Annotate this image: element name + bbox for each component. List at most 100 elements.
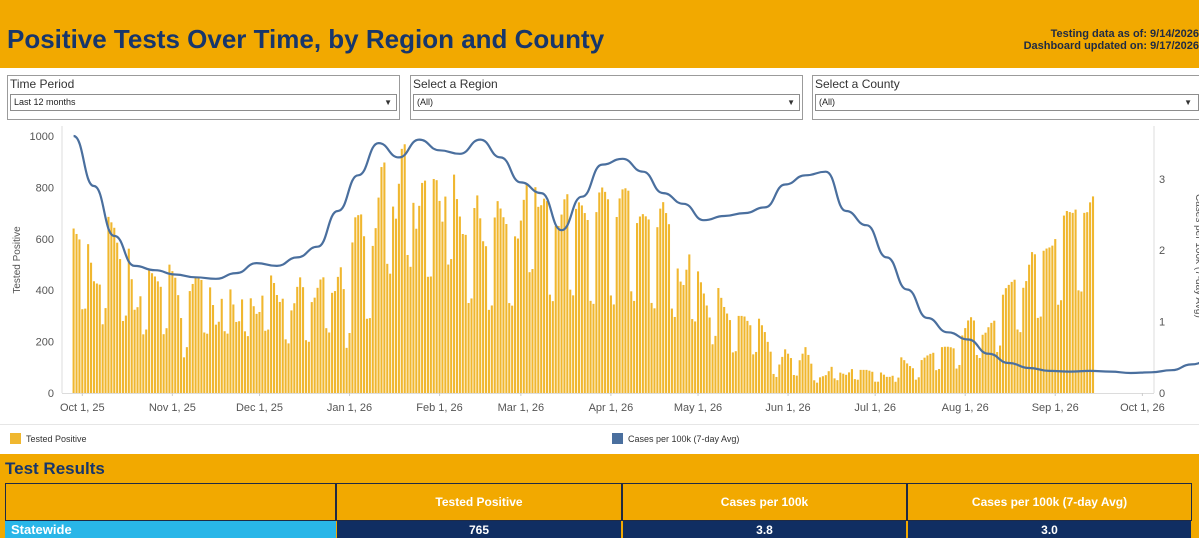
tested-positive-bar: [249, 298, 252, 393]
tested-positive-bar: [877, 381, 880, 393]
tested-positive-bar: [386, 263, 389, 393]
tested-positive-bar: [592, 303, 595, 393]
tested-positive-bar: [589, 300, 592, 393]
tested-positive-bar: [1013, 279, 1016, 393]
tested-positive-bar: [511, 305, 514, 393]
tested-positive-bar: [885, 376, 888, 393]
tested-positive-bar: [659, 208, 662, 393]
chevron-down-icon: ▼: [1184, 98, 1192, 107]
tested-positive-bar: [702, 293, 705, 393]
tested-positive-bar: [220, 298, 223, 393]
tested-positive-bar: [203, 332, 206, 393]
legend-line[interactable]: Cases per 100k (7-day Avg): [612, 433, 739, 444]
tested-positive-bar: [827, 371, 830, 393]
tested-positive-bar: [426, 276, 429, 393]
tested-positive-bar: [752, 354, 755, 393]
tested-positive-bar: [211, 305, 215, 393]
tested-positive-bar: [1033, 254, 1036, 393]
tested-positive-bar: [267, 329, 270, 393]
tested-positive-bar: [168, 264, 171, 393]
tested-positive-bar: [365, 318, 368, 393]
county-dropdown[interactable]: (All) ▼: [815, 94, 1199, 111]
tested-positive-bar: [699, 282, 702, 393]
tested-positive-bar: [691, 319, 694, 393]
column-header-cases-7day: Cases per 100k (7-day Avg): [907, 483, 1192, 521]
tested-positive-bar: [1019, 332, 1022, 393]
tested-positive-bar: [409, 266, 412, 393]
time-period-label: Time Period: [10, 77, 75, 91]
tested-positive-bar: [348, 333, 351, 393]
tested-positive-bar: [737, 315, 740, 393]
tested-positive-bar: [145, 329, 148, 393]
legend: Tested Positive Cases per 100k (7-day Av…: [0, 424, 1199, 454]
tested-positive-bar: [696, 271, 700, 393]
tested-positive-bar: [760, 325, 763, 393]
tested-positive-bar: [964, 328, 967, 393]
tested-positive-bar: [302, 287, 305, 393]
tested-positive-bar: [882, 374, 885, 393]
tested-positive-bar: [528, 272, 531, 393]
tested-positive-bar: [900, 357, 903, 393]
column-header-tested-positive: Tested Positive: [336, 483, 622, 521]
tested-positive-bar: [612, 304, 615, 393]
tested-positive-bar: [978, 357, 981, 393]
tested-positive-bar: [432, 178, 435, 393]
tested-positive-bar: [993, 320, 996, 393]
time-period-dropdown[interactable]: Last 12 months ▼: [10, 94, 397, 111]
tested-positive-bar: [749, 325, 752, 393]
tested-positive-bar: [975, 354, 978, 393]
tested-positive-bar: [296, 286, 299, 393]
tested-positive-bar: [604, 191, 607, 393]
tested-positive-bar: [1048, 247, 1051, 393]
tested-positive-bar: [1016, 329, 1019, 393]
tested-positive-bar: [142, 334, 145, 393]
tested-positive-bar: [1091, 196, 1095, 393]
tested-positive-bar: [130, 279, 133, 393]
tested-positive-bar: [310, 302, 313, 393]
tested-positive-bar: [609, 295, 612, 393]
tested-positive-bar: [955, 368, 958, 393]
tested-positive-bar: [894, 381, 897, 393]
region-dropdown[interactable]: (All) ▼: [413, 94, 800, 111]
tested-positive-bar: [938, 368, 941, 393]
tested-positive-bar: [206, 333, 209, 393]
tested-positive-bar: [519, 220, 522, 393]
tested-positive-bar: [972, 320, 975, 393]
tested-positive-bar: [153, 276, 156, 393]
tested-positive-bar: [906, 363, 909, 393]
tested-positive-bar: [818, 377, 822, 393]
tested-positive-bar: [842, 373, 845, 393]
tested-positive-bar: [421, 182, 424, 393]
header-banner: Positive Tests Over Time, by Region and …: [0, 0, 1199, 68]
tested-positive-bar: [781, 356, 784, 393]
tested-positive-bar: [714, 335, 717, 393]
tested-positive-bar: [633, 300, 636, 393]
tested-positive-bar: [958, 364, 961, 393]
tested-positive-bar: [813, 380, 816, 393]
tested-positive-bar: [232, 304, 235, 393]
legend-bar[interactable]: Tested Positive: [10, 433, 87, 444]
tested-positive-bar: [272, 283, 276, 393]
tested-positive-bar: [845, 374, 848, 393]
tested-positive-bar: [734, 351, 737, 393]
tested-positive-bar: [418, 205, 421, 393]
tested-positive-bar: [810, 363, 813, 393]
tested-positive-bar: [371, 245, 374, 393]
tested-positive-bar: [679, 281, 682, 393]
tested-positive-bar: [284, 339, 287, 393]
tested-positive-bar: [804, 347, 807, 393]
tested-positive-bar: [859, 369, 862, 393]
tested-positive-bar: [502, 217, 505, 393]
chart-area: 0 200 400 600 800 1000 0 1 2 3 Tested Positive Case…: [0, 124, 1199, 424]
legend-bar-label: Tested Positive: [26, 433, 87, 444]
tested-positive-bar: [932, 352, 935, 393]
tested-positive-bar: [720, 297, 723, 393]
tested-positive-bar: [270, 275, 273, 393]
tested-positive-bar: [705, 305, 708, 393]
y2-tick-label: 2: [1159, 245, 1165, 257]
x-tick-label: Feb 1, 26: [416, 402, 462, 414]
tested-positive-bar: [458, 216, 461, 393]
tested-positive-bar: [914, 379, 917, 393]
statewide-label[interactable]: Statewide: [5, 521, 336, 538]
